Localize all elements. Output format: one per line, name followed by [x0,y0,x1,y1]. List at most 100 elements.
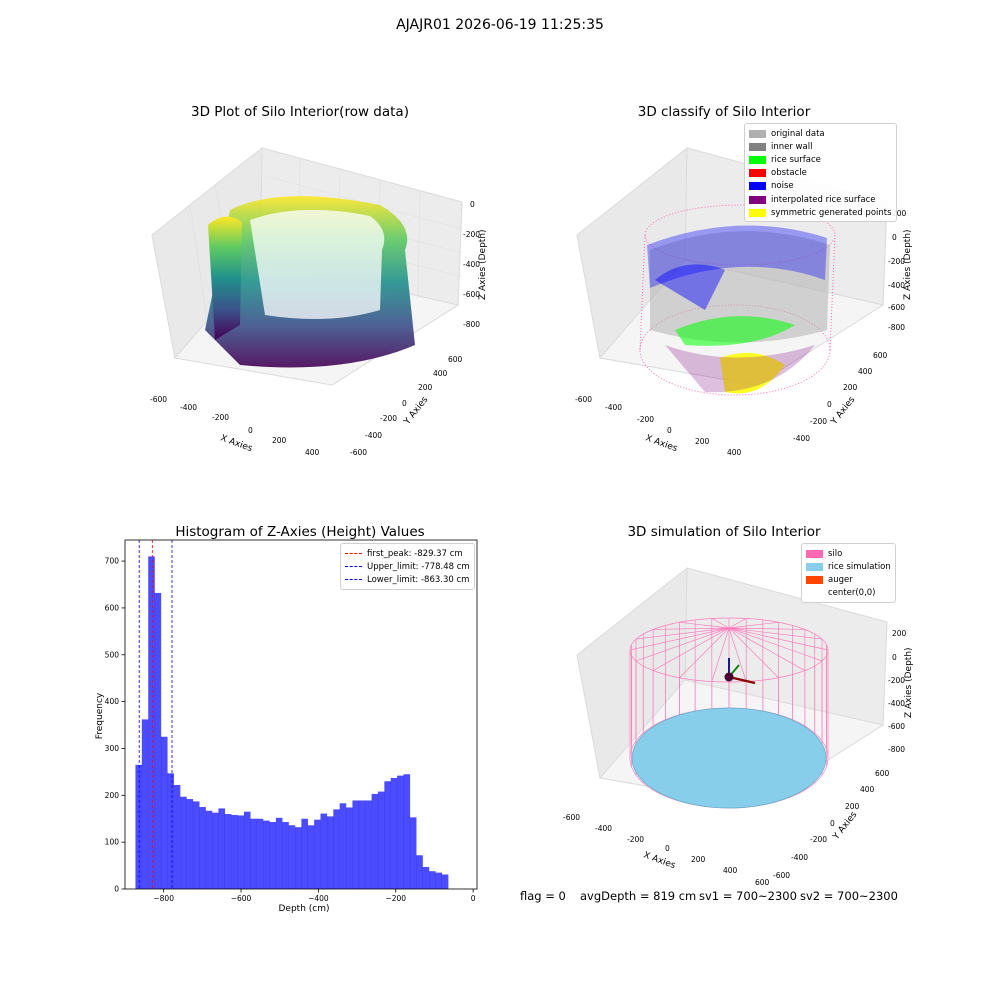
simulation-xtick: 0 [665,844,670,853]
raw-ztick: 0 [470,200,475,209]
histogram-bar [435,872,442,889]
classify-xtick: 400 [727,448,742,457]
simulation-ztick: 0 [892,653,897,662]
classify-3d-plot[interactable]: -600 -400 -200 0 200 400 600 400 200 0 -… [555,130,915,470]
histogram-bar [282,822,289,889]
histogram-bar [160,736,168,889]
classify-ytick: 600 [873,351,888,360]
classify-ytick: -200 [810,417,827,426]
legend-item: first_peak: -829.37 cm [345,547,470,560]
legend-item: interpolated rice surface [749,193,892,206]
legend-swatch [749,155,766,164]
raw-xtick: -400 [180,403,197,412]
classify-ztick: -600 [888,303,905,312]
legend-item: Lower_limit: -863.30 cm [345,573,470,586]
histogram-bar [397,775,404,889]
simulation-ylabel: Y Axies [831,810,860,843]
legend-swatch [749,169,766,178]
histogram-xtick-label: −400 [308,894,329,903]
histogram-ytick-label: 700 [105,557,120,566]
histogram-bar [237,815,245,889]
raw-3d-plot[interactable]: -600 -400 -200 0 200 400 600 400 200 0 -… [130,130,490,470]
legend-label: interpolated rice surface [771,194,876,205]
histogram-bar [346,807,353,889]
raw-ztick: -600 [463,290,480,299]
classify-plot-title: 3D classify of Silo Interior [637,104,811,120]
histogram-bar [301,818,308,889]
classify-ztick: -800 [888,323,905,332]
histogram-bar [365,800,372,889]
histogram-legend: first_peak: -829.37 cm Upper_limit: -778… [340,543,475,590]
histogram-frame [124,539,478,890]
histogram-bar [390,777,398,889]
legend-item: rice simulation [806,560,891,573]
legend-swatch [749,195,766,204]
legend-swatch [749,142,766,151]
simulation-axis-ticks: -600 -400 -200 0 200 400 600 600 400 200… [563,629,907,887]
legend-swatch [806,575,823,584]
histogram-bar [441,874,449,889]
histogram-bar [154,592,162,889]
simulation-ztick: -600 [888,722,905,731]
simulation-xtick: 600 [755,878,770,887]
histogram-bar [295,827,302,889]
legend-swatch [749,208,766,217]
legend-swatch [806,562,823,571]
histogram-bar [148,556,155,889]
legend-item: rice surface [749,153,892,166]
raw-ytick: 600 [448,355,463,364]
histogram-bar [326,816,334,889]
simulation-3d-plot[interactable]: -600 -400 -200 0 200 400 600 600 400 200… [555,550,915,890]
simulation-ytick: 400 [860,785,875,794]
rice-simulation-surface [631,707,827,809]
simulation-plot-title: 3D simulation of Silo Interior [627,524,821,540]
simulation-ytick: 0 [830,819,835,828]
classify-point-cloud [639,204,836,396]
legend-item: auger [806,573,891,586]
simulation-xtick: -400 [595,824,612,833]
histogram-bars [135,556,449,889]
histogram-bar [167,773,174,889]
raw-xtick: -200 [212,413,229,422]
histogram-bar [180,796,187,889]
classify-ztick: -400 [888,281,905,290]
raw-ytick: 0 [402,399,407,408]
histogram-xlabel: Depth (cm) [278,904,329,914]
legend-item: symmetric generated points [749,206,892,219]
legend-label: silo [828,548,843,559]
histogram-bar [243,811,251,889]
histogram-bar [263,820,270,889]
status-avg-depth: avgDepth = 819 cm [580,889,697,903]
histogram-bar [416,855,423,889]
raw-point-cloud [205,196,415,368]
classify-ytick: 200 [843,383,858,392]
legend-item: Upper_limit: -778.48 cm [345,560,470,573]
histogram-bar [403,774,411,889]
raw-xtick: -600 [150,395,167,404]
raw-ytick: 400 [433,369,448,378]
simulation-xtick: 400 [723,866,738,875]
histogram-ytick-label: 200 [105,791,120,800]
legend-swatch [806,589,823,598]
figure-title: AJAJR01 2026-06-19 11:25:35 [396,17,604,33]
histogram-xtick-label: −800 [153,894,174,903]
classify-legend: original data inner wall rice surface ob… [744,123,897,223]
classify-ytick: 0 [827,400,832,409]
histogram-bar [173,785,181,889]
histogram-bar [186,799,194,889]
legend-line [345,566,362,568]
raw-ztick: -400 [463,260,480,269]
simulation-ytick: 200 [845,802,860,811]
histogram-chart[interactable]: −800 −600 −400 −200 00100200300400500600700 … [80,530,500,920]
simulation-xlabel: X Axies [642,850,677,871]
raw-axis-ticks: -600 -400 -200 0 200 400 600 400 200 0 -… [150,200,480,457]
legend-item: obstacle [749,167,892,180]
classify-ztick: -200 [888,257,905,266]
classify-xtick: 0 [667,426,672,435]
legend-line [345,579,362,581]
legend-swatch [749,182,766,191]
raw-ytick: -400 [365,431,382,440]
histogram-ytick-label: 0 [114,885,119,894]
histogram-bar [409,817,417,889]
legend-label: original data [771,128,825,139]
